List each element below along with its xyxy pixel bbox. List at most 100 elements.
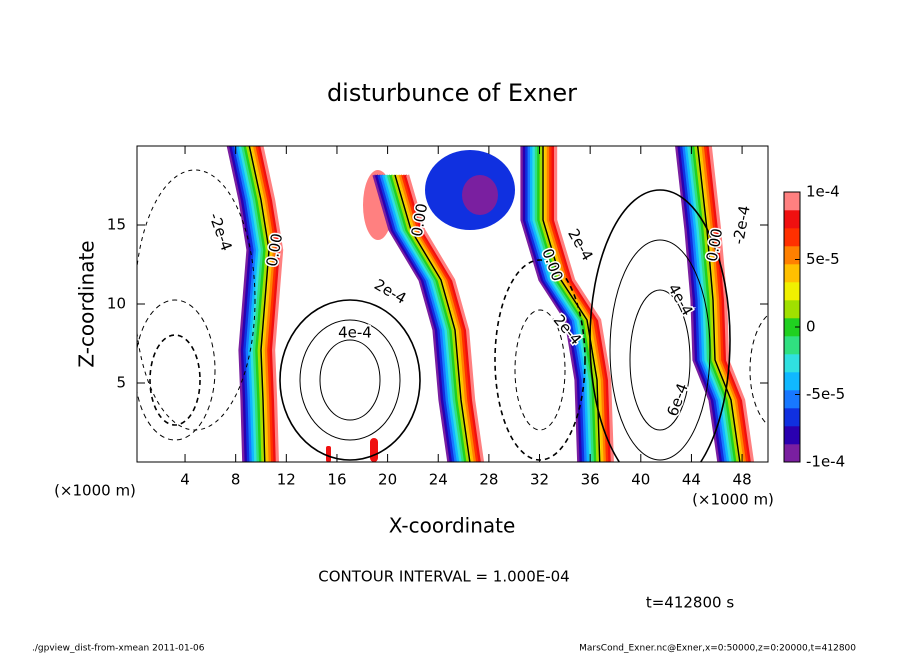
footer-left: ./gpview_dist-from-xmean 2011-01-06 bbox=[32, 644, 205, 654]
front-band bbox=[260, 146, 284, 462]
blob bbox=[370, 438, 378, 462]
front-band bbox=[236, 146, 260, 462]
x-tick-label: 40 bbox=[631, 471, 650, 489]
colorbar-segment bbox=[784, 210, 800, 229]
front-band bbox=[520, 146, 581, 462]
field bbox=[137, 146, 768, 462]
colorbar-segment bbox=[784, 300, 800, 319]
front-band bbox=[532, 146, 593, 462]
colorbar-segment bbox=[784, 228, 800, 247]
front-band bbox=[522, 146, 583, 462]
colorbar-segment bbox=[784, 390, 800, 409]
colorbar-segment bbox=[784, 264, 800, 283]
y-tick-label: 10 bbox=[107, 295, 126, 313]
x-unit: (×1000 m) bbox=[692, 491, 774, 509]
front-band bbox=[527, 146, 588, 462]
front-band bbox=[679, 146, 726, 462]
x-tick-label: 12 bbox=[277, 471, 296, 489]
front-band bbox=[372, 174, 451, 462]
front-band bbox=[384, 174, 463, 462]
front-band bbox=[255, 146, 279, 462]
front-band bbox=[677, 146, 723, 462]
contour-line bbox=[137, 169, 256, 431]
x-tick-label: 48 bbox=[733, 471, 752, 489]
x-tick-label: 36 bbox=[581, 471, 600, 489]
front-band bbox=[396, 174, 475, 462]
zero-contour bbox=[542, 146, 601, 462]
front-band bbox=[699, 146, 745, 462]
front-band bbox=[379, 174, 458, 462]
x-tick-label: 32 bbox=[530, 471, 549, 489]
contour-line bbox=[514, 309, 566, 431]
colorbar-segment bbox=[784, 372, 800, 391]
front-band bbox=[406, 174, 485, 462]
front-band bbox=[539, 146, 600, 462]
front-band bbox=[708, 146, 755, 462]
blob bbox=[462, 175, 498, 215]
x-unit: (×1000 m) bbox=[54, 482, 136, 500]
contour-line bbox=[589, 189, 731, 462]
contour-line bbox=[319, 339, 381, 421]
contour-line bbox=[149, 334, 201, 426]
x-tick-label: 8 bbox=[231, 471, 241, 489]
front-band bbox=[257, 146, 281, 462]
front-band bbox=[544, 146, 605, 462]
colorbar-segment bbox=[784, 408, 800, 427]
front-band bbox=[401, 174, 480, 462]
y-axis-label: Z-coordinate bbox=[75, 240, 99, 367]
front-band bbox=[534, 146, 595, 462]
front-band bbox=[525, 146, 586, 462]
front-band bbox=[245, 146, 269, 462]
front-band bbox=[229, 146, 253, 462]
time-label: t=412800 s bbox=[646, 594, 734, 612]
contour-line bbox=[629, 289, 691, 431]
front-band bbox=[546, 146, 607, 462]
x-tick-label: 24 bbox=[429, 471, 448, 489]
x-tick-label: 4 bbox=[180, 471, 190, 489]
front-band bbox=[706, 146, 752, 462]
colorbar-segment bbox=[784, 246, 800, 265]
colorbar-tick-label: -1e-4 bbox=[806, 453, 845, 471]
front-band bbox=[554, 146, 614, 462]
zero-contour bbox=[394, 174, 471, 462]
x-tick-label: 44 bbox=[682, 471, 701, 489]
front-band bbox=[403, 174, 482, 462]
front-band bbox=[551, 146, 612, 462]
x-tick-label: 28 bbox=[479, 471, 498, 489]
front-band bbox=[675, 146, 721, 462]
front-band bbox=[382, 174, 461, 462]
front-band bbox=[231, 146, 255, 462]
colorbar-segment bbox=[784, 336, 800, 355]
zero-contour bbox=[696, 146, 741, 462]
blob bbox=[326, 446, 331, 462]
front-band bbox=[389, 174, 468, 462]
contour-interval: CONTOUR INTERVAL = 1.000E-04 bbox=[318, 568, 569, 586]
colorbar-segment bbox=[784, 444, 800, 463]
y-tick-label: 15 bbox=[107, 216, 126, 234]
colorbar-segment bbox=[784, 354, 800, 373]
front-band bbox=[701, 146, 747, 462]
colorbar-segment bbox=[784, 426, 800, 445]
front-band bbox=[549, 146, 610, 462]
front-band bbox=[682, 146, 728, 462]
front-band bbox=[386, 174, 465, 462]
front-band bbox=[703, 146, 750, 462]
colorbar-tick-label: 1e-4 bbox=[806, 183, 840, 201]
colorbar-segment bbox=[784, 282, 800, 301]
x-tick-label: 16 bbox=[327, 471, 346, 489]
colorbar-segment bbox=[784, 318, 800, 337]
front-band bbox=[391, 174, 470, 462]
front-band bbox=[377, 174, 456, 462]
front-band bbox=[253, 146, 277, 462]
front-band bbox=[694, 146, 740, 462]
front-band bbox=[691, 146, 738, 462]
chart-title: disturbunce of Exner bbox=[327, 79, 577, 107]
contour-label: 4e-4 bbox=[338, 324, 372, 342]
y-tick-label: 5 bbox=[116, 374, 126, 392]
x-tick-label: 20 bbox=[378, 471, 397, 489]
front-band bbox=[243, 146, 267, 462]
x-axis-label: X-coordinate bbox=[389, 514, 516, 538]
contour-line bbox=[609, 239, 711, 461]
front-band bbox=[226, 146, 250, 462]
colorbar-tick-label: 5e-5 bbox=[806, 250, 840, 268]
